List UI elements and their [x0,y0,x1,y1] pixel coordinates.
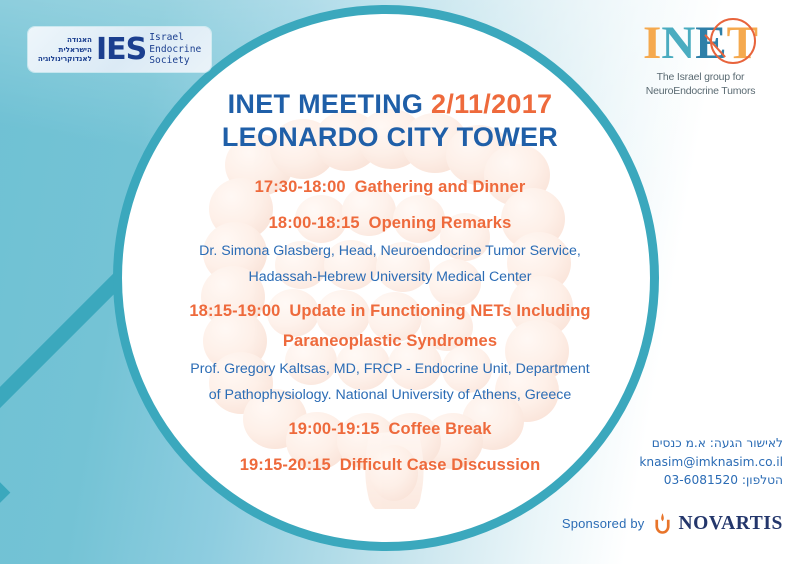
inet-tagline: The Israel group for NeuroEndocrine Tumo… [613,71,788,98]
schedule-time: 18:15-19:00 [189,302,281,320]
ies-english-line-1: Israel [149,32,184,44]
lens-interior [122,14,650,542]
schedule-item: 19:00-19:15 Coffee Break [150,414,630,444]
novartis-flame-icon [655,513,671,534]
inet-wordmark: INET [613,18,788,68]
schedule-speaker-line: Prof. Gregory Kaltsas, MD, FRCP - Endocr… [190,361,590,377]
magnifier-ring-icon [710,18,756,64]
ies-hebrew-line-1: האגודה [66,35,92,45]
schedule-speaker-line: Hadassah-Hebrew University Medical Cente… [248,269,532,285]
contact-block: לאישור הגעה: א.מ כנסים knasim@imknasim.c… [603,434,783,490]
contact-email[interactable]: knasim@imknasim.co.il [603,453,783,472]
schedule-title-continued: Paraneoplastic Syndromes [282,332,498,350]
ies-english-line-3: Society [149,55,190,67]
inet-letter-n: N [661,17,696,69]
inet-logo: INET The Israel group for NeuroEndocrine… [613,18,788,98]
ies-hebrew-text: האגודה הישראלית לאנדוקרינולוגיה [34,35,92,64]
contact-email-value: knasim@imknasim.co.il [639,454,783,469]
novartis-wordmark: NOVARTIS [678,512,783,534]
schedule-item: 19:15-20:15 Difficult Case Discussion [150,450,630,480]
schedule-item: 17:30-18:00 Gathering and Dinner [150,172,630,202]
schedule-time: 18:00-18:15 [268,214,360,232]
inet-tagline-line-1: The Israel group for [656,71,745,83]
ies-monogram: IES [96,31,147,67]
page-title-line-1: INET MEETING 2/11/2017 [150,88,630,121]
schedule-item: 18:00-18:15 Opening Remarks [150,208,630,238]
schedule-title: Opening Remarks [368,214,512,232]
inet-tagline-line-2: NeuroEndocrine Tumors [645,84,756,97]
meeting-date: 2/11/2017 [431,89,553,119]
contact-phone: הטלפון: 03-6081520 [603,471,783,490]
schedule-time: 17:30-18:00 [254,178,346,196]
schedule-speaker-line: Dr. Simona Glasberg, Head, Neuroendocrin… [199,243,581,259]
schedule-item: 18:15-19:00 Update in Functioning NETs In… [150,296,630,326]
schedule-time: 19:00-19:15 [288,420,380,438]
schedule-title: Update in Functioning NETs Including [289,302,591,320]
magnifying-glass-icon [113,5,659,551]
schedule-speaker-line: of Pathophysiology. National University … [208,387,572,403]
poster-content: INET MEETING 2/11/2017 LEONARDO CITY TOW… [150,88,630,480]
page-title-line-2: LEONARDO CITY TOWER [221,122,559,152]
colon-illustration [201,108,573,509]
ies-hebrew-line-3: לאנדוקרינולוגיה [37,54,92,64]
novartis-logo: NOVARTIS [653,512,783,535]
inet-letter-i: I [643,17,662,69]
schedule-list: 17:30-18:00 Gathering and Dinner 18:00-18… [150,172,630,480]
sponsor-label: Sponsored by [561,516,645,531]
contact-phone-value: 03-6081520 [663,473,738,487]
ies-logo: האגודה הישראלית לאנדוקרינולוגיה IES Isra… [28,27,211,72]
contact-phone-label: הטלפון: [741,473,783,487]
schedule-time: 19:15-20:15 [239,456,331,474]
meeting-title: INET MEETING [227,89,432,119]
schedule-title: Coffee Break [388,420,492,438]
ies-english-text: Israel Endocrine Society [149,32,201,67]
schedule-title: Difficult Case Discussion [339,456,541,474]
ies-hebrew-line-2: הישראלית [58,44,92,54]
sponsor-block: Sponsored by NOVARTIS [562,512,783,535]
rsvp-line: לאישור הגעה: א.מ כנסים [651,436,783,450]
ies-english-line-2: Endocrine [149,43,202,55]
schedule-title: Gathering and Dinner [354,178,526,196]
